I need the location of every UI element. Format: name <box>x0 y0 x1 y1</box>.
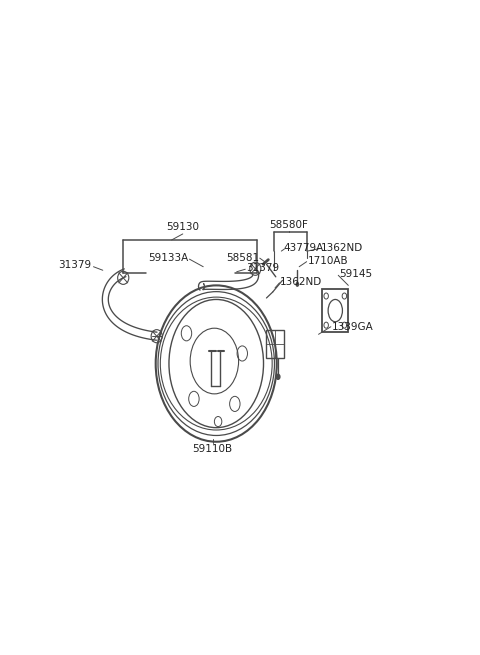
Text: 59110B: 59110B <box>192 444 233 455</box>
Text: 59145: 59145 <box>339 269 372 279</box>
Text: 1710AB: 1710AB <box>307 256 348 266</box>
Text: 59130: 59130 <box>166 223 199 233</box>
Text: 31379: 31379 <box>246 263 279 272</box>
Text: 1362ND: 1362ND <box>321 242 363 253</box>
Text: 1339GA: 1339GA <box>332 322 373 331</box>
Circle shape <box>276 374 280 379</box>
Circle shape <box>296 282 299 287</box>
Text: 1362ND: 1362ND <box>279 277 322 287</box>
Text: 43779A: 43779A <box>283 242 324 253</box>
Text: 31379: 31379 <box>59 260 92 271</box>
Text: 58581: 58581 <box>226 253 259 263</box>
Text: 59133A: 59133A <box>148 253 188 263</box>
Text: 58580F: 58580F <box>269 220 308 230</box>
